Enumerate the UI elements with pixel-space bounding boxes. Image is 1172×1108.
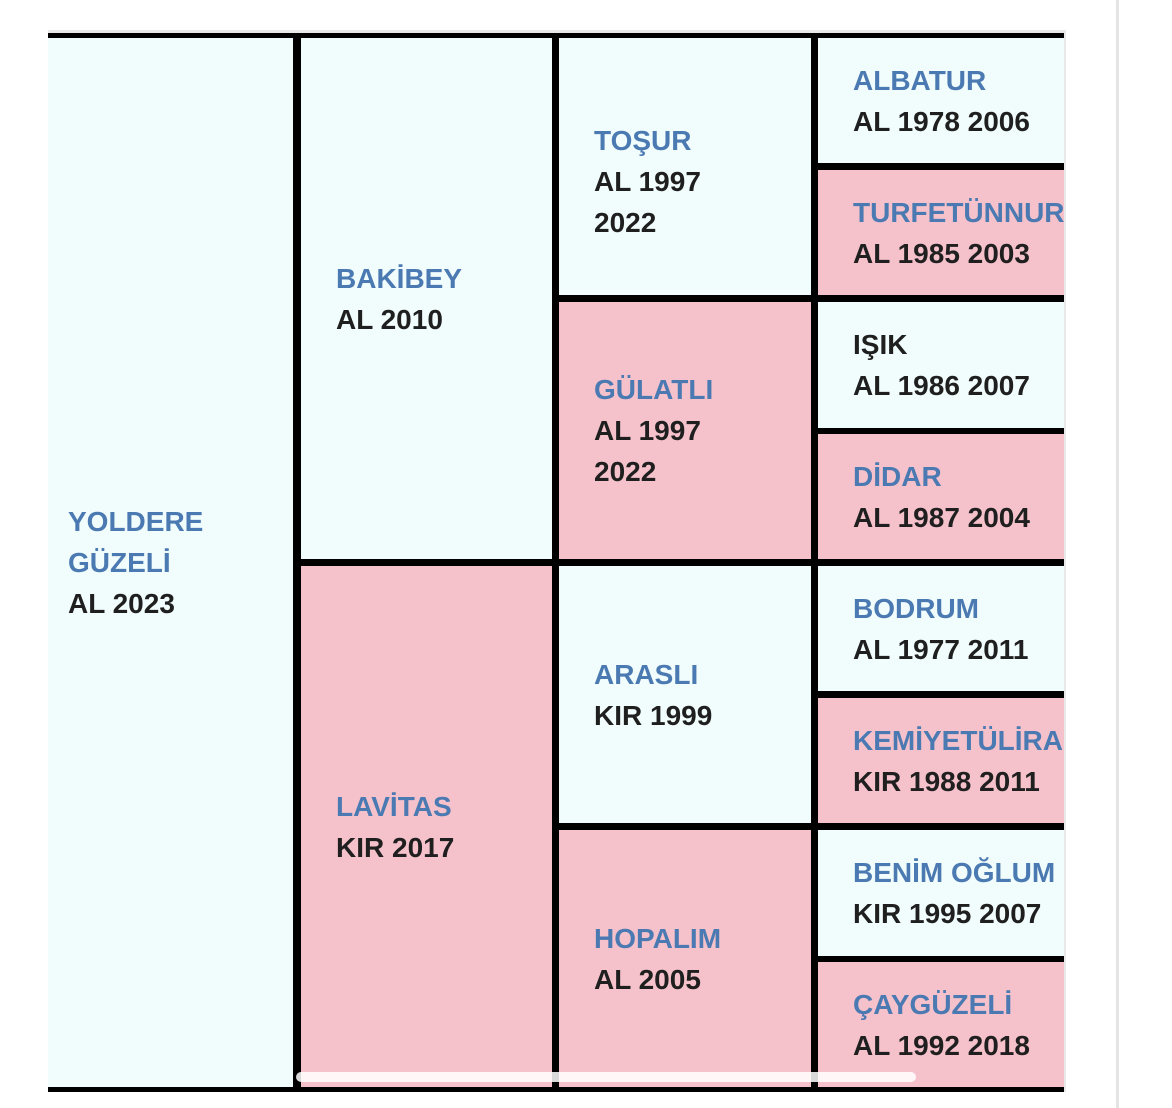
horse-isik[interactable]: IŞIK AL 1986 2007 [818, 302, 1064, 428]
horse-info: AL 1992 2018 [853, 1029, 1030, 1061]
horse-bodrum[interactable]: BODRUM AL 1977 2011 [818, 566, 1064, 691]
horse-name: BENİM OĞLUM [853, 857, 1056, 888]
horse-caygüzeli[interactable]: ÇAYGÜZELİ AL 1992 2018 [818, 962, 1064, 1087]
horse-didar[interactable]: DİDAR AL 1987 2004 [818, 434, 1064, 559]
horse-info: KIR 2017 [336, 831, 455, 863]
horse-info: AL 1978 2006 [853, 105, 1030, 137]
horse-name: ÇAYGÜZELİ [853, 988, 1013, 1020]
horse-info: KIR 1999 [594, 699, 713, 731]
horse-info: AL 2010 [336, 303, 443, 335]
horse-name: HOPALIM [594, 922, 722, 954]
horse-info: AL 1977 2011 [853, 633, 1029, 665]
horse-name: DİDAR [853, 460, 942, 492]
horse-info: AL 1986 2007 [853, 370, 1030, 401]
horse-info: AL 1985 2003 [853, 237, 1030, 269]
horizontal-scrollbar[interactable] [296, 1072, 916, 1082]
horse-lavitas[interactable]: LAVİTAS KIR 2017 [301, 566, 552, 1087]
horse-benim-oglum[interactable]: BENİM OĞLUM KIR 1995 2007 [818, 830, 1064, 956]
horse-tosur[interactable]: TOŞUR AL 1997 2022 [559, 38, 811, 295]
horse-name: KEMİYETÜLİRAB [853, 724, 1064, 756]
horse-name: TURFETÜNNUR [853, 196, 1064, 228]
page-scrollbar[interactable] [1116, 0, 1119, 1108]
horse-name: BAKİBEY [336, 262, 463, 294]
horse-kemiyetulirab[interactable]: KEMİYETÜLİRAB KIR 1988 2011 [818, 698, 1064, 823]
horse-name: BODRUM [853, 592, 979, 624]
horse-name: ALBATUR [853, 64, 987, 96]
horse-name: YOLDERE GÜZELİ [68, 506, 204, 578]
horse-turfetunnur[interactable]: TURFETÜNNUR AL 1985 2003 [818, 170, 1064, 295]
horse-info: AL 1987 2004 [853, 501, 1030, 533]
horse-name: IŞIK [853, 329, 908, 360]
horse-bakibey[interactable]: BAKİBEY AL 2010 [301, 38, 552, 559]
horse-info: AL 1997 2022 [594, 166, 701, 238]
horse-gulatli[interactable]: GÜLATLI AL 1997 2022 [559, 302, 811, 559]
horse-name: LAVİTAS [336, 790, 452, 822]
horse-name: ARASLI [594, 658, 699, 690]
horse-yoldere-guzeli[interactable]: YOLDERE GÜZELİ AL 2023 [48, 38, 293, 1087]
horse-info: AL 1997 2022 [594, 415, 701, 487]
horse-arasli[interactable]: ARASLI KIR 1999 [559, 566, 811, 823]
horse-albatur[interactable]: ALBATUR AL 1978 2006 [818, 38, 1064, 163]
horse-name: TOŞUR [594, 125, 692, 156]
horse-info: KIR 1995 2007 [853, 898, 1042, 929]
horse-info: KIR 1988 2011 [853, 765, 1040, 797]
horse-hopalim[interactable]: HOPALIM AL 2005 [559, 830, 811, 1087]
horse-info: AL 2005 [594, 963, 701, 995]
pedigree-chart: YOLDERE GÜZELİ AL 2023 BAKİBEY AL 2010 L… [48, 33, 1064, 1092]
horse-info: AL 2023 [68, 588, 175, 619]
horse-name: GÜLATLI [594, 374, 714, 405]
